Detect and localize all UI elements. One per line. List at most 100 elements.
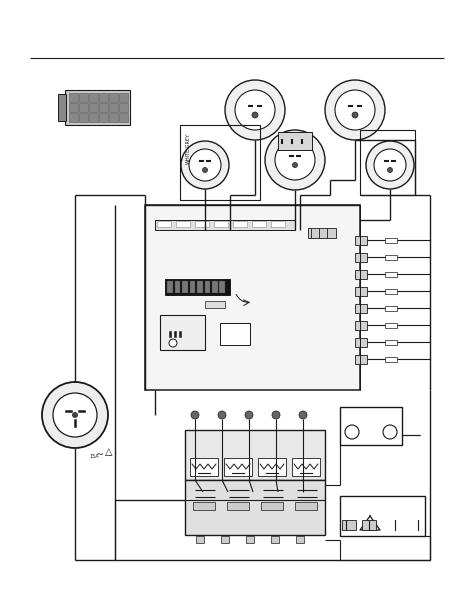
Bar [292, 458, 320, 476]
Bar [385, 272, 397, 277]
Bar [119, 93, 128, 102]
Bar [342, 520, 356, 530]
Circle shape [189, 149, 221, 181]
Bar [190, 281, 195, 293]
Bar [271, 536, 279, 543]
Bar [355, 338, 367, 347]
Bar [69, 103, 78, 112]
Text: WHITE,GREY: WHITE,GREY [185, 132, 191, 164]
Bar [155, 220, 295, 230]
Bar [360, 130, 415, 195]
Bar [79, 93, 88, 102]
Bar [385, 340, 397, 345]
Bar [220, 323, 250, 345]
Bar [308, 228, 336, 238]
Circle shape [352, 112, 358, 118]
Bar [385, 323, 397, 328]
Bar [385, 289, 397, 294]
Bar [89, 103, 98, 112]
Circle shape [191, 411, 199, 419]
Circle shape [202, 167, 208, 172]
Bar [355, 321, 367, 330]
Text: $\triangle$: $\triangle$ [103, 446, 115, 458]
Bar [182, 281, 188, 293]
Circle shape [383, 425, 397, 439]
Bar [109, 113, 118, 122]
Bar [197, 281, 202, 293]
Bar [261, 502, 283, 510]
Text: 15A: 15A [89, 454, 99, 459]
Bar [89, 113, 98, 122]
Bar [174, 281, 180, 293]
Bar [65, 90, 130, 125]
Circle shape [265, 130, 325, 190]
Circle shape [245, 411, 253, 419]
Bar [385, 306, 397, 311]
Bar [145, 205, 360, 390]
Circle shape [73, 413, 78, 417]
Bar [167, 281, 173, 293]
Bar [385, 357, 397, 362]
Circle shape [374, 149, 406, 181]
Circle shape [181, 141, 229, 189]
Bar [224, 458, 252, 476]
Circle shape [299, 411, 307, 419]
Bar [195, 221, 209, 227]
Bar [176, 221, 190, 227]
Circle shape [366, 141, 414, 189]
Bar [278, 132, 312, 150]
Bar [165, 279, 230, 295]
Bar [219, 281, 225, 293]
Bar [233, 221, 247, 227]
Bar [355, 287, 367, 296]
Bar [295, 502, 317, 510]
Circle shape [325, 80, 385, 140]
Bar [258, 458, 286, 476]
Circle shape [275, 140, 315, 180]
Bar [340, 496, 425, 536]
Bar [214, 221, 228, 227]
Bar [385, 238, 397, 243]
Bar [296, 536, 304, 543]
Bar [204, 281, 210, 293]
Bar [119, 113, 128, 122]
Bar [89, 93, 98, 102]
Circle shape [42, 382, 108, 448]
Bar [355, 355, 367, 364]
Bar [99, 103, 108, 112]
Bar [69, 93, 78, 102]
Bar [185, 480, 325, 535]
Bar [355, 270, 367, 279]
Bar [58, 94, 66, 121]
Bar [79, 113, 88, 122]
Bar [193, 502, 215, 510]
Bar [119, 103, 128, 112]
Circle shape [218, 411, 226, 419]
Bar [157, 221, 171, 227]
Bar [362, 520, 376, 530]
Circle shape [225, 80, 285, 140]
Bar [227, 502, 249, 510]
Circle shape [335, 90, 375, 130]
Bar [99, 93, 108, 102]
Text: $\sim$: $\sim$ [94, 447, 106, 457]
Bar [385, 255, 397, 260]
Bar [355, 253, 367, 262]
Bar [185, 430, 325, 480]
Bar [271, 221, 285, 227]
Bar [109, 103, 118, 112]
Bar [196, 536, 204, 543]
Bar [355, 304, 367, 313]
Bar [160, 315, 205, 350]
Circle shape [53, 393, 97, 437]
Bar [221, 536, 229, 543]
Bar [190, 458, 218, 476]
Circle shape [345, 425, 359, 439]
Circle shape [252, 112, 258, 118]
Bar [205, 301, 225, 308]
Bar [99, 113, 108, 122]
Bar [79, 103, 88, 112]
Bar [246, 536, 254, 543]
Bar [180, 125, 260, 200]
Bar [355, 236, 367, 245]
